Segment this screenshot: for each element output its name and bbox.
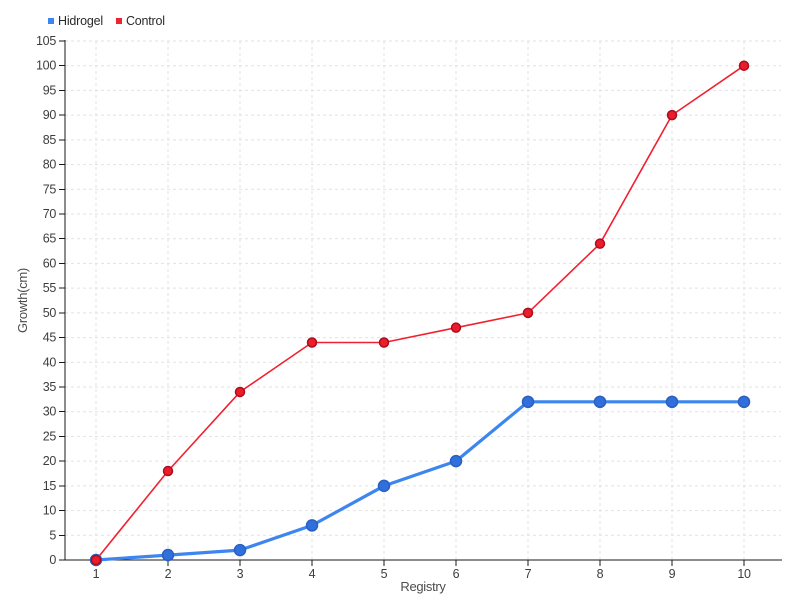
series-hidrogel-points bbox=[89, 395, 751, 567]
data-point-control[interactable] bbox=[378, 337, 390, 348]
data-point-hidrogel[interactable] bbox=[737, 395, 751, 409]
data-point-hidrogel[interactable] bbox=[305, 519, 319, 532]
data-point-hidrogel[interactable] bbox=[449, 454, 463, 468]
y-tick-label: 40 bbox=[43, 355, 57, 369]
legend-item-hidrogel[interactable]: Hidrogel bbox=[48, 14, 103, 28]
y-tick-label: 20 bbox=[43, 454, 57, 468]
hidrogel-swatch-icon bbox=[48, 18, 54, 24]
legend-label-hidrogel: Hidrogel bbox=[58, 14, 103, 28]
data-point-control[interactable] bbox=[162, 465, 174, 477]
y-tick-label: 25 bbox=[43, 429, 57, 443]
y-tick-label: 85 bbox=[43, 133, 57, 147]
data-point-hidrogel[interactable] bbox=[665, 395, 679, 409]
x-tick-label: 4 bbox=[309, 567, 316, 581]
y-tick-label: 45 bbox=[43, 331, 57, 345]
y-tick-labels: 0 5 10 15 20 25 30 35 40 45 50 55 60 65 70 75 80 85 90 95 10… bbox=[36, 34, 57, 567]
h-gridlines bbox=[65, 40, 781, 536]
control-swatch-icon bbox=[115, 18, 122, 24]
y-tick-label: 10 bbox=[43, 504, 57, 518]
data-point-control[interactable] bbox=[522, 307, 534, 319]
series-control-line bbox=[95, 64, 745, 561]
x-ticks bbox=[95, 560, 745, 566]
data-point-hidrogel[interactable] bbox=[233, 543, 247, 557]
y-tick-label: 70 bbox=[43, 207, 57, 221]
data-point-control[interactable] bbox=[450, 322, 462, 333]
data-point-control[interactable] bbox=[234, 386, 246, 398]
data-point-control[interactable] bbox=[90, 554, 102, 566]
data-point-control[interactable] bbox=[666, 109, 678, 121]
x-tick-label: 8 bbox=[597, 567, 604, 581]
y-tick-label: 60 bbox=[43, 256, 57, 270]
x-tick-label: 2 bbox=[165, 567, 172, 581]
data-point-hidrogel[interactable] bbox=[521, 395, 535, 409]
x-tick-label: 3 bbox=[237, 567, 244, 581]
x-axis-title: Registry bbox=[400, 579, 446, 594]
y-tick-label: 90 bbox=[43, 108, 57, 122]
y-tick-label: 55 bbox=[43, 281, 57, 295]
y-tick-label: 75 bbox=[43, 182, 57, 196]
series-control-points bbox=[90, 60, 750, 566]
x-tick-label: 6 bbox=[453, 567, 460, 581]
y-tick-label: 50 bbox=[43, 306, 57, 320]
legend-label-control: Control bbox=[125, 14, 165, 28]
data-point-control[interactable] bbox=[306, 337, 318, 348]
x-tick-label: 5 bbox=[381, 567, 388, 581]
y-tick-label: 95 bbox=[43, 83, 57, 97]
x-tick-label: 7 bbox=[525, 567, 532, 581]
series-hidrogel-line bbox=[94, 400, 746, 562]
y-tick-label: 100 bbox=[36, 59, 56, 73]
y-tick-label: 30 bbox=[43, 405, 57, 419]
y-tick-label: 15 bbox=[43, 479, 57, 493]
data-point-hidrogel[interactable] bbox=[161, 548, 175, 562]
y-axis-title: Growth(cm) bbox=[15, 268, 30, 333]
data-point-hidrogel[interactable] bbox=[377, 479, 391, 493]
x-tick-label: 10 bbox=[737, 567, 751, 581]
data-point-control[interactable] bbox=[738, 60, 750, 71]
data-point-hidrogel[interactable] bbox=[593, 395, 607, 409]
v-gridlines bbox=[95, 41, 745, 560]
y-tick-label: 0 bbox=[49, 553, 56, 567]
y-tick-label: 80 bbox=[43, 158, 57, 172]
legend-item-control[interactable]: Control bbox=[115, 14, 165, 28]
chart-legend: Hidrogel Control bbox=[48, 14, 165, 28]
x-tick-label: 9 bbox=[669, 567, 676, 581]
y-tick-label: 65 bbox=[43, 232, 57, 246]
data-point-control[interactable] bbox=[594, 238, 606, 249]
y-tick-label: 5 bbox=[49, 528, 56, 542]
y-ticks bbox=[59, 40, 65, 561]
y-tick-label: 105 bbox=[36, 34, 56, 48]
x-tick-labels: 1 2 3 4 5 6 7 8 9 10 bbox=[93, 567, 752, 581]
y-tick-label: 35 bbox=[43, 380, 57, 394]
x-tick-label: 1 bbox=[93, 567, 100, 581]
